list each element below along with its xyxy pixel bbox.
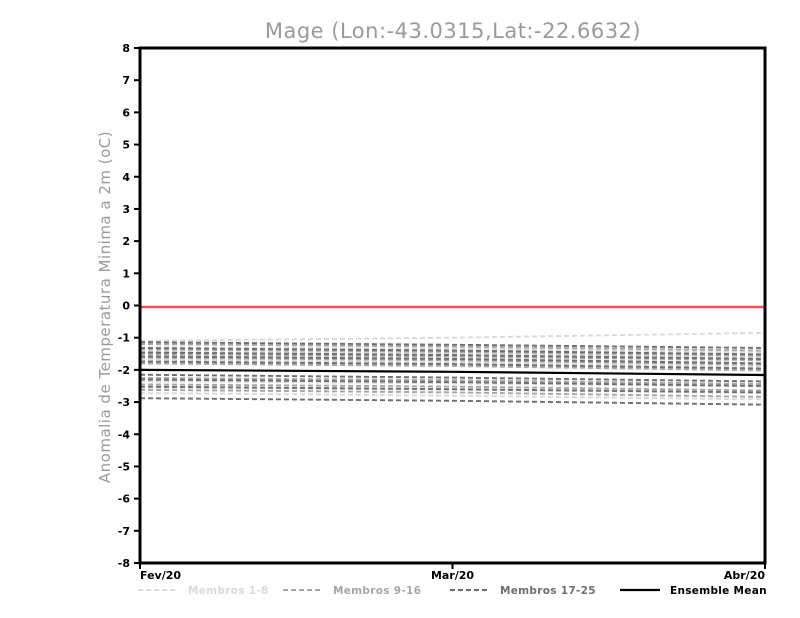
series-line: [140, 388, 765, 398]
x-tick-label: Abr/20: [724, 569, 765, 582]
y-tick-label: 6: [122, 106, 130, 119]
y-tick-label: 7: [122, 74, 130, 87]
y-tick-label: -5: [118, 460, 130, 473]
y-tick-label: 5: [122, 139, 130, 152]
series-line: [140, 378, 765, 387]
x-axis-ticks: Fev/20 Mar/20 Abr/20: [139, 563, 766, 582]
series-line: [140, 397, 765, 406]
series-line: [140, 385, 765, 394]
series-line: [140, 358, 765, 368]
y-tick-label: 0: [122, 300, 130, 313]
series-line: [140, 350, 765, 359]
y-axis-title: Anomalia de Temperatura Minima a 2m (oC): [96, 131, 114, 483]
series-line: [140, 346, 765, 354]
y-tick-label: -4: [118, 428, 131, 441]
series-line: [140, 362, 765, 372]
series-line: [140, 383, 765, 392]
legend-label: Membros 1-8: [188, 585, 269, 597]
plot-area: [140, 305, 765, 406]
x-tick-label: Mar/20: [431, 569, 474, 582]
series-line: [140, 356, 765, 366]
series-line: [140, 373, 765, 383]
y-tick-label: -8: [118, 557, 130, 570]
y-tick-label: 2: [122, 235, 130, 248]
legend-label: Ensemble Mean: [670, 585, 767, 597]
series-line: [140, 347, 765, 356]
series-line: [140, 368, 765, 377]
chart-legend: Membros 1-8 Membros 9-16 Membros 17-25 Ense…: [138, 585, 767, 597]
y-tick-label: -1: [118, 332, 130, 345]
y-tick-label: -2: [118, 364, 130, 377]
legend-label: Membros 9-16: [333, 585, 421, 597]
x-tick-label: Fev/20: [140, 569, 181, 582]
legend-label: Membros 17-25: [500, 585, 596, 597]
series-line: [140, 392, 765, 401]
y-axis-ticks: 8 7 6 5 4 3 2 1 0 -1 -2 -3 -4 -5 -6 -7 -8: [118, 42, 140, 570]
series-line: [140, 355, 765, 365]
series-line: [140, 360, 765, 370]
series-line: [140, 348, 765, 357]
series-line: [140, 351, 765, 360]
y-tick-label: 3: [122, 203, 130, 216]
y-tick-label: 4: [122, 171, 130, 184]
y-tick-label: -6: [118, 493, 131, 506]
y-tick-label: 1: [122, 267, 130, 280]
series-line: [140, 331, 765, 342]
chart-title: Mage (Lon:-43.0315,Lat:-22.6632): [265, 19, 641, 43]
y-tick-label: -7: [118, 525, 130, 538]
series-line: [140, 352, 765, 362]
series-line: [140, 343, 765, 352]
series-line: [140, 376, 765, 385]
y-tick-label: 8: [122, 42, 130, 55]
y-tick-label: -3: [118, 396, 130, 409]
series-line: [140, 341, 765, 349]
data-series-group: [140, 331, 765, 406]
